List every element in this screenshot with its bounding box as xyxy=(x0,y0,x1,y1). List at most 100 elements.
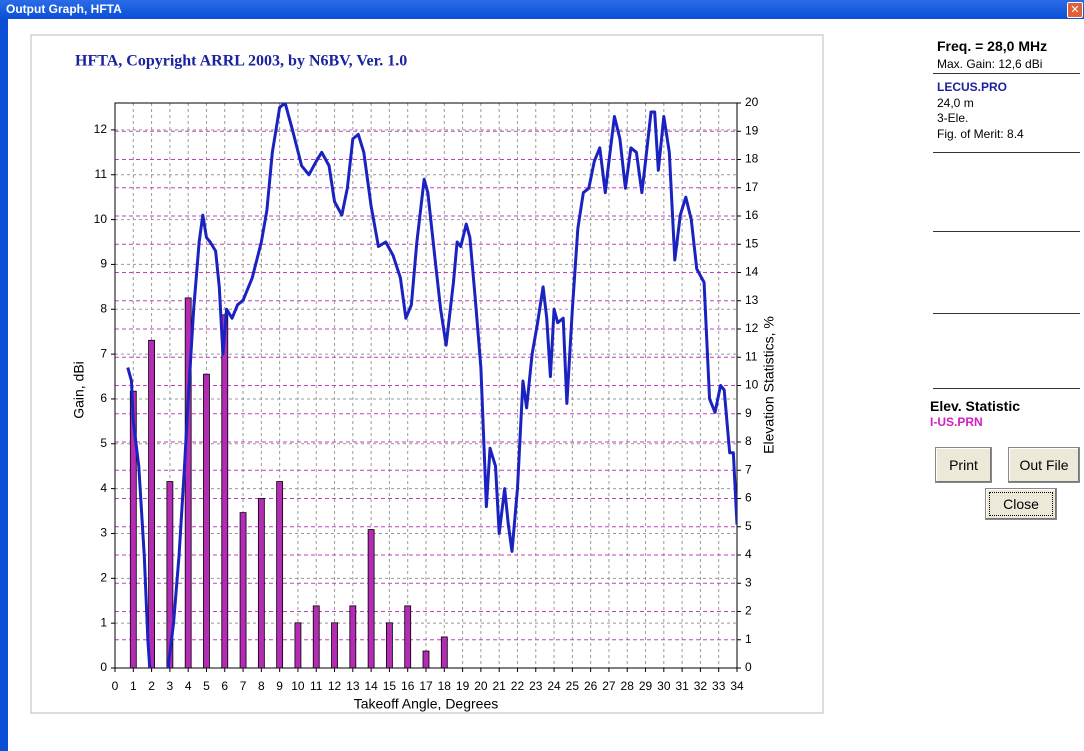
x-tick-label: 11 xyxy=(310,679,323,693)
y-tick-label: 3 xyxy=(100,526,107,540)
bar xyxy=(221,314,229,669)
x-tick-label: 21 xyxy=(492,679,506,693)
print-button[interactable]: Print xyxy=(935,447,992,483)
x-tick-label: 7 xyxy=(240,679,247,693)
x-tick-label: 20 xyxy=(474,679,488,693)
x-tick-label: 33 xyxy=(712,679,726,693)
bar xyxy=(239,512,247,669)
bar xyxy=(331,622,338,669)
gain-line xyxy=(126,103,737,668)
x-tick-label: 15 xyxy=(383,679,397,693)
y-tick-label: 8 xyxy=(100,301,107,315)
y2-tick-label: 16 xyxy=(745,208,759,222)
y2-axis-label: Elevation Statistics, % xyxy=(761,316,777,454)
y-tick-label: 12 xyxy=(94,122,108,136)
y2-tick-label: 3 xyxy=(745,575,752,589)
separator xyxy=(933,313,1080,314)
x-tick-label: 4 xyxy=(185,679,192,693)
bar xyxy=(294,622,302,669)
x-tick-label: 27 xyxy=(602,679,616,693)
height: 24,0 m xyxy=(937,96,974,110)
x-tick-label: 9 xyxy=(276,679,283,693)
x-tick-label: 31 xyxy=(675,679,689,693)
x-tick-label: 8 xyxy=(258,679,265,693)
x-tick-label: 25 xyxy=(566,679,580,693)
bar xyxy=(276,481,284,669)
bar xyxy=(440,636,448,669)
y2-tick-label: 19 xyxy=(745,123,759,137)
y-tick-label: 4 xyxy=(100,481,107,495)
y-tick-label: 1 xyxy=(100,615,107,629)
y-tick-label: 6 xyxy=(100,391,107,405)
antenna: 3-Ele. xyxy=(937,111,969,125)
x-tick-label: 29 xyxy=(639,679,653,693)
bar xyxy=(257,498,265,669)
separator xyxy=(933,73,1080,74)
y-tick-label: 11 xyxy=(95,167,108,181)
x-tick-label: 6 xyxy=(221,679,228,693)
bar xyxy=(349,605,357,669)
x-tick-label: 16 xyxy=(401,679,415,693)
y2-tick-label: 9 xyxy=(745,406,752,420)
merit: Fig. of Merit: 8.4 xyxy=(937,127,1024,141)
y2-tick-label: 13 xyxy=(745,293,759,307)
close-button[interactable]: Close xyxy=(985,488,1057,520)
x-tick-label: 24 xyxy=(547,679,561,693)
title-bar xyxy=(0,0,1084,19)
y2-tick-label: 8 xyxy=(745,434,752,448)
x-tick-label: 32 xyxy=(694,679,708,693)
y2-tick-label: 10 xyxy=(745,378,759,392)
x-tick-label: 5 xyxy=(203,679,210,693)
bar xyxy=(166,481,174,669)
bar xyxy=(184,297,192,669)
x-tick-label: 3 xyxy=(167,679,174,693)
y-tick-label: 5 xyxy=(100,436,107,450)
file: LECUS.PRO xyxy=(937,80,1008,94)
x-tick-label: 1 xyxy=(130,679,137,693)
close-icon[interactable]: ✕ xyxy=(1067,2,1083,18)
x-tick-label: 30 xyxy=(657,679,671,693)
y-axis-label: Gain, dBi xyxy=(71,361,87,419)
out-file-button[interactable]: Out File xyxy=(1008,447,1080,483)
y-tick-label: 7 xyxy=(100,346,107,360)
bar xyxy=(404,605,412,669)
freq: Freq. = 28,0 MHz xyxy=(937,38,1048,54)
y2-tick-label: 17 xyxy=(745,180,759,194)
y-tick-label: 2 xyxy=(100,570,107,584)
y2-tick-label: 12 xyxy=(745,321,759,335)
y2-tick-label: 7 xyxy=(745,462,752,476)
bar xyxy=(203,373,210,669)
x-tick-label: 12 xyxy=(328,679,342,693)
bar xyxy=(312,605,320,669)
y2-tick-label: 15 xyxy=(745,236,759,250)
bar xyxy=(148,339,155,669)
y2-tick-label: 6 xyxy=(745,491,752,505)
y-tick-label: 9 xyxy=(100,257,107,271)
x-tick-label: 23 xyxy=(529,679,543,693)
x-tick-label: 10 xyxy=(291,679,305,693)
y-tick-label: 10 xyxy=(94,212,108,226)
x-axis-label: Takeoff Angle, Degrees xyxy=(354,696,499,712)
x-tick-label: 26 xyxy=(584,679,598,693)
y2-tick-label: 14 xyxy=(745,265,759,279)
bar xyxy=(422,650,430,669)
stat-file: I-US.PRN xyxy=(930,415,983,429)
x-tick-label: 0 xyxy=(112,679,119,693)
y2-tick-label: 1 xyxy=(745,632,752,646)
x-tick-label: 18 xyxy=(438,679,452,693)
window-title: Output Graph, HFTA xyxy=(6,2,122,16)
x-tick-label: 17 xyxy=(419,679,433,693)
y2-tick-label: 18 xyxy=(745,152,759,166)
chart-title: HFTA, Copyright ARRL 2003, by N6BV, Ver.… xyxy=(75,53,407,70)
y2-tick-label: 2 xyxy=(745,604,752,618)
y-tick-label: 0 xyxy=(100,660,107,674)
y2-tick-label: 20 xyxy=(745,95,759,109)
x-tick-label: 34 xyxy=(730,679,744,693)
x-tick-label: 2 xyxy=(148,679,155,693)
chart-frame xyxy=(30,34,824,714)
y2-tick-label: 11 xyxy=(745,349,758,363)
bar xyxy=(367,529,375,669)
y2-tick-label: 4 xyxy=(745,547,752,561)
